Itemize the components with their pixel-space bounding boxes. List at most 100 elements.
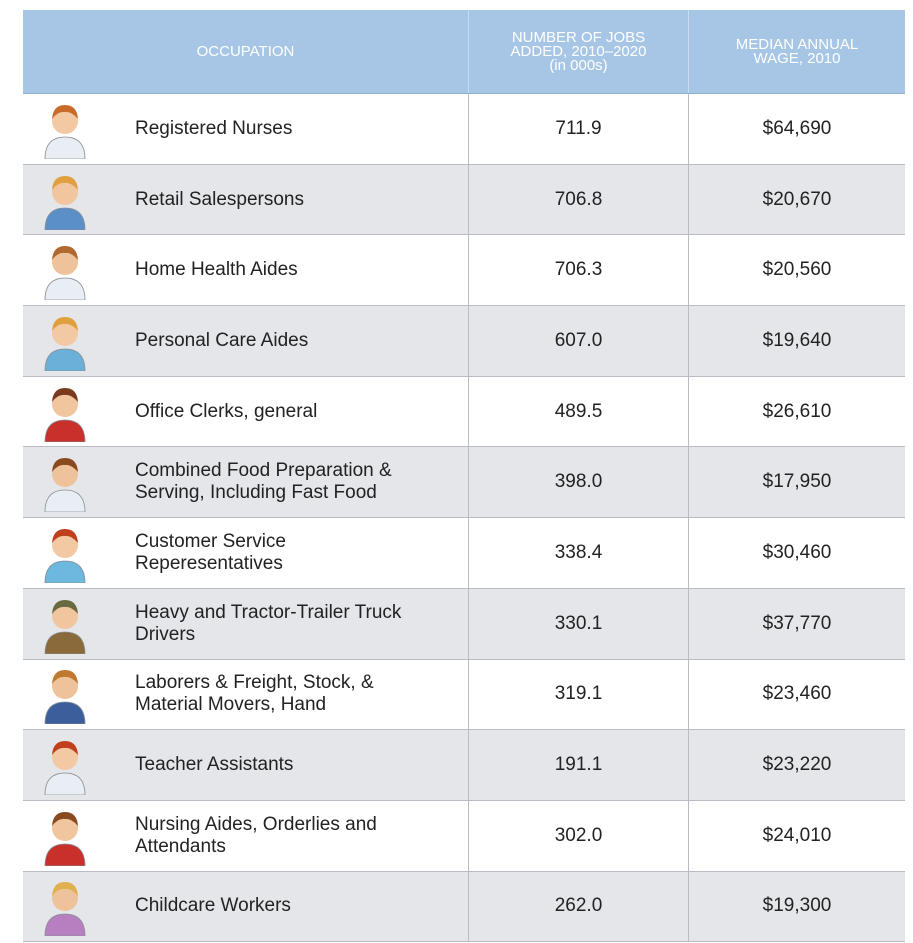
occupation-cell: Office Clerks, general <box>23 377 468 447</box>
header-text: OCCUPATION <box>196 42 295 60</box>
wage-cell: $37,770 <box>688 588 905 659</box>
median-wage: $24,010 <box>762 824 832 846</box>
header-cell: OCCUPATION <box>23 10 468 93</box>
table-row: Office Clerks, general 489.5 $26,610 <box>23 376 905 448</box>
jobs-cell: 262.0 <box>468 871 688 942</box>
occupation-text: Customer Service Reperesentatives <box>135 531 286 575</box>
table-row: Nursing Aides, Orderlies and Attendants 30… <box>23 800 905 872</box>
wage-cell: $64,690 <box>688 94 905 164</box>
occupation-cell: Childcare Workers <box>23 872 468 942</box>
median-wage: $19,300 <box>762 895 832 917</box>
jobs-added: 489.5 <box>554 400 603 422</box>
occupation-cell: Personal Care Aides <box>23 306 468 376</box>
jobs-table: OCCUPATION NUMBER OF JOBS ADDED, 2010–2020… <box>23 10 905 943</box>
occupation-name: Serving, Including Fast Food <box>135 482 377 504</box>
median-wage: $19,640 <box>762 329 832 351</box>
occupation-name: Childcare Workers <box>135 895 291 917</box>
occupation-text: Laborers & Freight, Stock, & Material Mov… <box>135 672 374 716</box>
wage-cell: $30,460 <box>688 518 905 588</box>
header-text: ADDED, 2010–2020 <box>510 42 647 60</box>
occupation-text: Office Clerks, general <box>135 401 317 423</box>
wage-cell: $20,560 <box>688 235 905 306</box>
wage-cell: $23,460 <box>688 659 905 730</box>
table-row: Laborers & Freight, Stock, & Material Mov… <box>23 659 905 731</box>
median-wage: $37,770 <box>762 612 832 634</box>
header-cell: MEDIAN ANNUAL WAGE, 2010 <box>688 10 905 93</box>
median-wage: $20,670 <box>762 188 832 210</box>
occupation-cell: Laborers & Freight, Stock, & Material Mov… <box>23 660 468 730</box>
median-wage: $20,560 <box>762 259 832 281</box>
occupation-icon <box>44 811 86 866</box>
median-wage: $17,950 <box>762 471 832 493</box>
occupation-icon <box>44 528 86 583</box>
table-row: Registered Nurses 711.9 $64,690 <box>23 94 905 165</box>
occupation-name: Reperesentatives <box>135 552 283 574</box>
wage-cell: $19,640 <box>688 306 905 376</box>
jobs-added: 319.1 <box>554 683 603 705</box>
occupation-icon <box>44 175 86 230</box>
jobs-added: 191.1 <box>554 754 603 776</box>
occupation-cell: Customer Service Reperesentatives <box>23 518 468 588</box>
occupation-icon <box>44 670 86 725</box>
wage-cell: $23,220 <box>688 730 905 800</box>
table-row: Combined Food Preparation & Serving, Incl… <box>23 447 905 519</box>
jobs-cell: 489.5 <box>468 376 688 447</box>
occupation-text: Retail Salespersons <box>135 189 304 211</box>
occupation-text: Home Health Aides <box>135 259 298 281</box>
occupation-text: Heavy and Tractor-Trailer Truck Drivers <box>135 602 401 646</box>
occupation-name: Personal Care Aides <box>135 329 309 351</box>
occupation-icon <box>44 246 86 301</box>
header-cell: NUMBER OF JOBS ADDED, 2010–2020 (in 000s) <box>468 10 688 93</box>
jobs-cell: 706.8 <box>468 164 688 235</box>
occupation-text: Childcare Workers <box>135 895 291 917</box>
wage-cell: $24,010 <box>688 800 905 871</box>
occupation-icon <box>44 316 86 371</box>
wage-cell: $26,610 <box>688 376 905 447</box>
occupation-name: Registered Nurses <box>135 117 293 139</box>
occupation-name: Customer Service <box>135 530 286 552</box>
jobs-added: 262.0 <box>554 895 603 917</box>
jobs-added: 711.9 <box>555 117 602 139</box>
occupation-name: Office Clerks, general <box>135 400 318 422</box>
occupation-icon <box>44 458 86 513</box>
occupation-name: Teacher Assistants <box>135 754 294 776</box>
occupation-name: Nursing Aides, Orderlies and <box>135 813 377 835</box>
jobs-cell: 706.3 <box>468 235 688 306</box>
occupation-cell: Nursing Aides, Orderlies and Attendants <box>23 801 468 871</box>
occupation-text: Nursing Aides, Orderlies and Attendants <box>135 814 377 858</box>
occupation-icon <box>44 741 86 796</box>
header-text: NUMBER OF JOBS <box>511 28 646 46</box>
occupation-cell: Teacher Assistants <box>23 730 468 800</box>
occupation-cell: Heavy and Tractor-Trailer Truck Drivers <box>23 589 468 659</box>
jobs-cell: 319.1 <box>468 659 688 730</box>
jobs-cell: 398.0 <box>468 447 688 518</box>
jobs-cell: 191.1 <box>468 730 688 800</box>
jobs-cell: 607.0 <box>468 306 688 376</box>
table-row: Home Health Aides 706.3 $20,560 <box>23 235 905 307</box>
occupation-text: Registered Nurses <box>135 118 292 140</box>
occupation-name: Laborers & Freight, Stock, & <box>135 672 374 694</box>
median-wage: $23,460 <box>762 683 832 705</box>
occupation-name: Heavy and Tractor-Trailer Truck <box>135 601 402 623</box>
occupation-icon <box>44 599 86 654</box>
median-wage: $30,460 <box>762 541 832 563</box>
table-row: Heavy and Tractor-Trailer Truck Drivers 33… <box>23 588 905 660</box>
table-row: Teacher Assistants 191.1 $23,220 <box>23 730 905 801</box>
occupation-cell: Registered Nurses <box>23 94 468 164</box>
occupation-name: Attendants <box>135 835 226 857</box>
jobs-added: 706.8 <box>554 188 603 210</box>
header-text: MEDIAN ANNUAL <box>735 35 859 53</box>
occupation-name: Drivers <box>135 623 196 645</box>
occupation-text: Teacher Assistants <box>135 754 293 776</box>
occupation-name: Material Movers, Hand <box>135 694 327 716</box>
occupation-cell: Combined Food Preparation & Serving, Incl… <box>23 447 468 517</box>
jobs-added: 607.0 <box>554 329 603 351</box>
occupation-icon <box>44 882 86 937</box>
table-row: Childcare Workers 262.0 $19,300 <box>23 871 905 943</box>
occupation-name: Home Health Aides <box>135 259 298 281</box>
occupation-cell: Retail Salespersons <box>23 165 468 235</box>
jobs-cell: 302.0 <box>468 800 688 871</box>
wage-cell: $20,670 <box>688 164 905 235</box>
jobs-added: 706.3 <box>554 259 603 281</box>
